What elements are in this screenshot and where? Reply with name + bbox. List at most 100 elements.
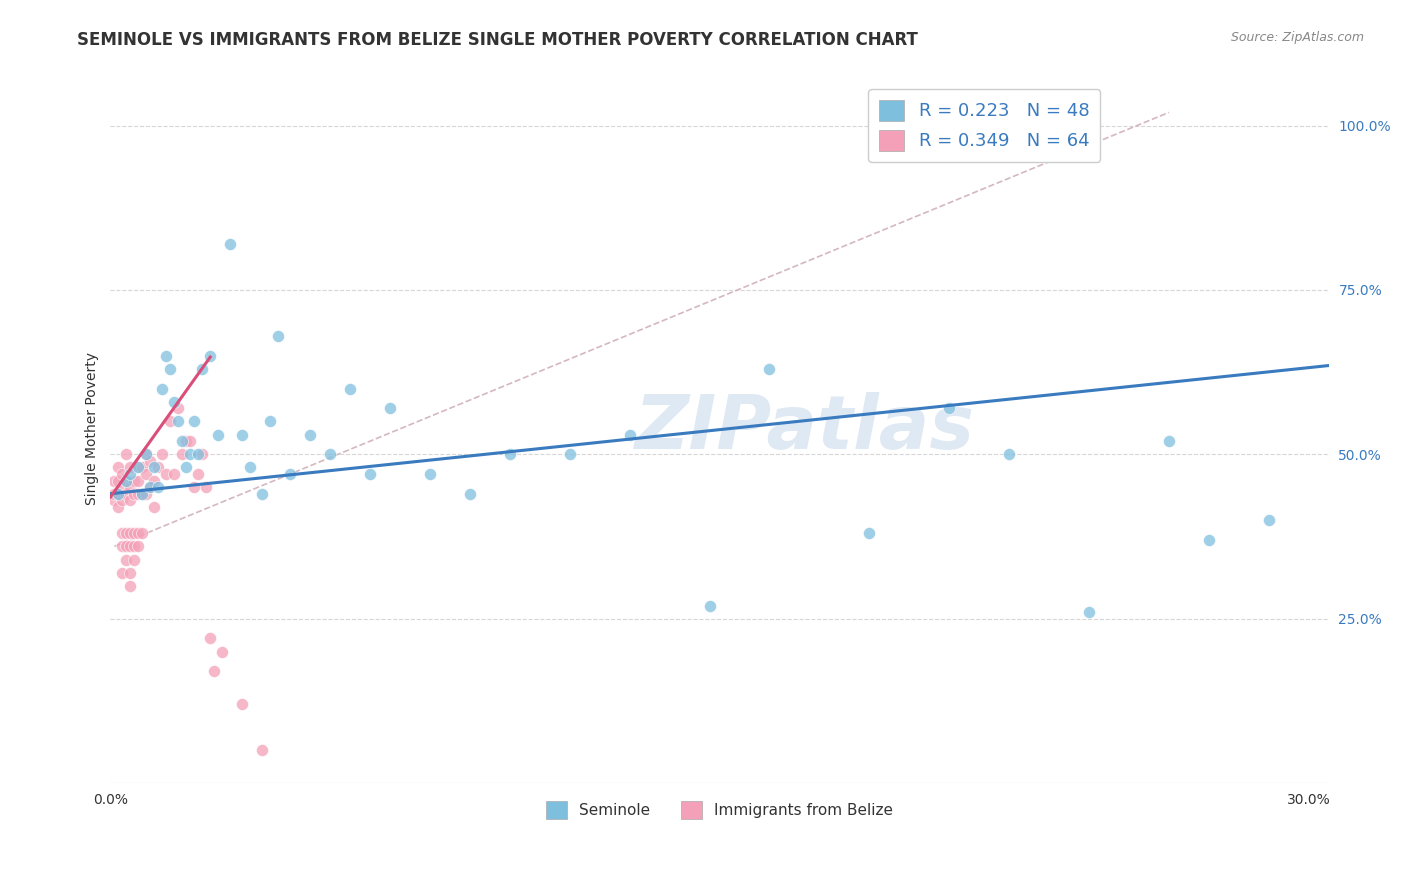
Point — [120, 493, 142, 508]
Point — [250, 487, 273, 501]
Point — [250, 743, 273, 757]
Point — [163, 467, 186, 481]
Point — [187, 447, 209, 461]
Point — [1157, 434, 1180, 449]
Point — [111, 493, 134, 508]
Point — [458, 487, 481, 501]
Point — [143, 474, 166, 488]
Legend: Seminole, Immigrants from Belize: Seminole, Immigrants from Belize — [540, 796, 900, 825]
Point — [131, 460, 153, 475]
Point — [179, 447, 201, 461]
Point — [127, 460, 149, 475]
Point — [103, 493, 125, 508]
Point — [135, 487, 157, 501]
Point — [131, 487, 153, 501]
Point — [699, 599, 721, 613]
Point — [938, 401, 960, 416]
Point — [120, 540, 142, 554]
Point — [107, 487, 129, 501]
Point — [858, 526, 880, 541]
Point — [148, 460, 170, 475]
Point — [107, 500, 129, 514]
Point — [176, 460, 198, 475]
Point — [267, 329, 290, 343]
Point — [1078, 605, 1101, 619]
Point — [107, 487, 129, 501]
Point — [124, 540, 146, 554]
Point — [558, 447, 581, 461]
Point — [139, 454, 162, 468]
Point — [150, 382, 173, 396]
Point — [176, 434, 198, 449]
Point — [111, 540, 134, 554]
Point — [127, 474, 149, 488]
Point — [758, 361, 780, 376]
Point — [200, 349, 222, 363]
Point — [127, 526, 149, 541]
Point — [231, 697, 253, 711]
Point — [124, 487, 146, 501]
Point — [359, 467, 381, 481]
Point — [200, 632, 222, 646]
Point — [155, 467, 177, 481]
Point — [172, 447, 194, 461]
Point — [120, 526, 142, 541]
Point — [163, 394, 186, 409]
Point — [103, 474, 125, 488]
Point — [124, 526, 146, 541]
Point — [115, 552, 138, 566]
Point — [115, 487, 138, 501]
Text: SEMINOLE VS IMMIGRANTS FROM BELIZE SINGLE MOTHER POVERTY CORRELATION CHART: SEMINOLE VS IMMIGRANTS FROM BELIZE SINGL… — [77, 31, 918, 49]
Point — [120, 579, 142, 593]
Point — [155, 349, 177, 363]
Point — [419, 467, 441, 481]
Point — [172, 434, 194, 449]
Point — [120, 460, 142, 475]
Point — [998, 447, 1021, 461]
Point — [115, 474, 138, 488]
Point — [183, 480, 205, 494]
Point — [139, 480, 162, 494]
Point — [111, 467, 134, 481]
Point — [619, 427, 641, 442]
Point — [167, 401, 190, 416]
Point — [339, 382, 361, 396]
Point — [111, 566, 134, 580]
Point — [319, 447, 342, 461]
Point — [219, 236, 242, 251]
Point — [115, 540, 138, 554]
Point — [1257, 513, 1279, 527]
Point — [103, 487, 125, 501]
Point — [111, 526, 134, 541]
Point — [378, 401, 401, 416]
Point — [135, 447, 157, 461]
Point — [120, 467, 142, 481]
Point — [111, 480, 134, 494]
Point — [127, 487, 149, 501]
Y-axis label: Single Mother Poverty: Single Mother Poverty — [86, 351, 100, 505]
Point — [120, 480, 142, 494]
Point — [143, 500, 166, 514]
Point — [183, 414, 205, 428]
Point — [239, 460, 262, 475]
Point — [211, 644, 233, 658]
Point — [150, 447, 173, 461]
Point — [115, 526, 138, 541]
Point — [202, 665, 225, 679]
Point — [499, 447, 522, 461]
Point — [127, 540, 149, 554]
Point — [115, 447, 138, 461]
Point — [124, 552, 146, 566]
Point — [259, 414, 281, 428]
Point — [107, 474, 129, 488]
Point — [1198, 533, 1220, 547]
Point — [148, 480, 170, 494]
Point — [124, 474, 146, 488]
Point — [131, 487, 153, 501]
Point — [143, 460, 166, 475]
Point — [107, 460, 129, 475]
Point — [131, 526, 153, 541]
Point — [191, 447, 214, 461]
Point — [195, 480, 218, 494]
Point — [299, 427, 322, 442]
